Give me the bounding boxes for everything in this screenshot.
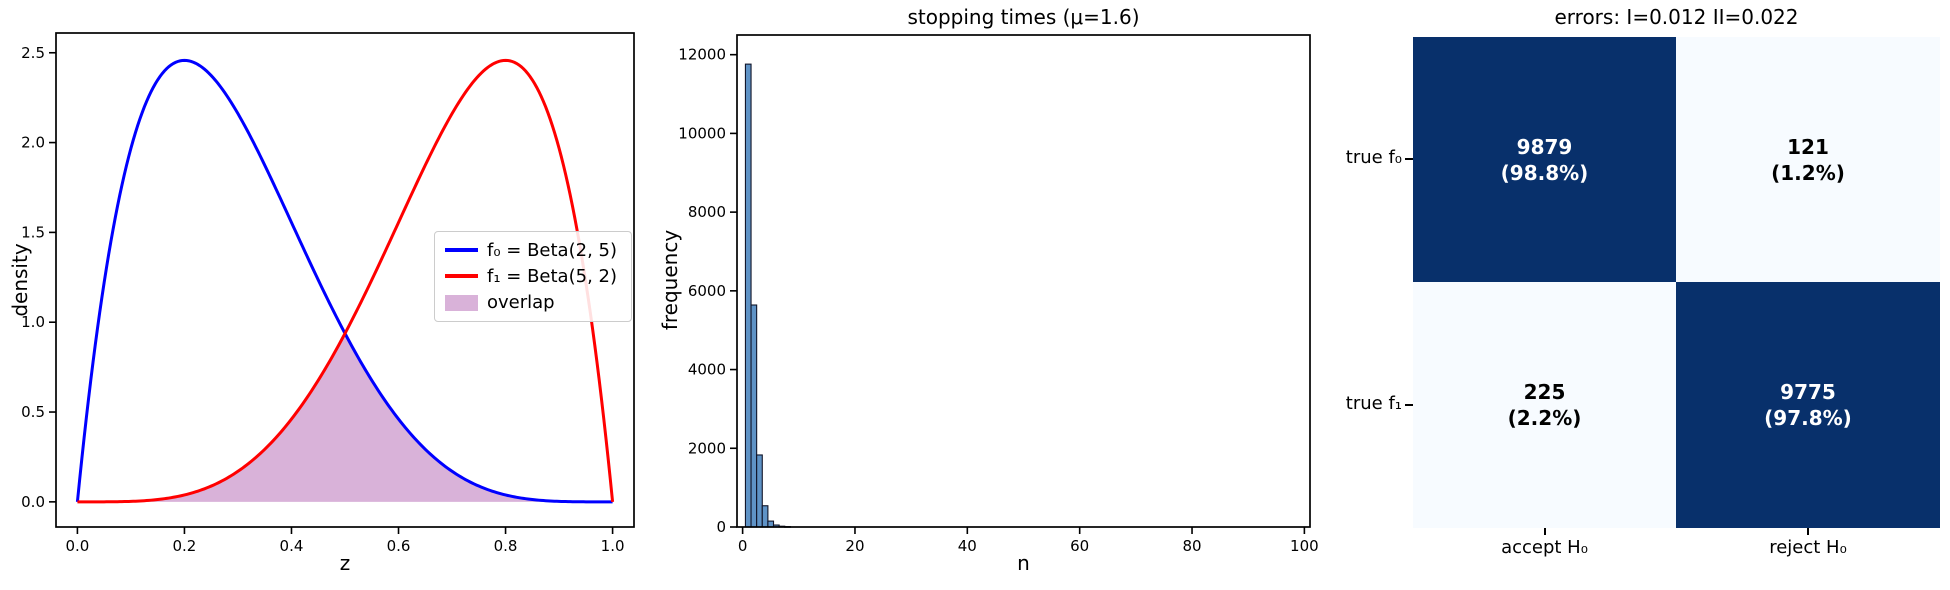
cell-percent: (97.8%) [1764, 406, 1852, 430]
legend-entry-overlap: overlap [445, 292, 621, 313]
axes-frame [736, 34, 1311, 528]
stopping-times-histogram: 0 20 40 60 80 100 0 2000 4000 6000 8000 10000 12000 [678, 34, 1319, 555]
x-tick-label: 0.2 [173, 537, 197, 555]
f0-line-swatch [445, 248, 478, 253]
histogram-bar [756, 454, 763, 528]
x-tick-label: 0 [738, 537, 748, 555]
x-tick-label: 40 [958, 537, 977, 555]
chart-title: stopping times (μ=1.6) [907, 5, 1140, 29]
cell-count: 225 [1523, 380, 1566, 404]
col-label-accept-h0: accept H₀ [1501, 537, 1588, 558]
legend-label-overlap: overlap [487, 292, 555, 314]
cell-percent: (2.2%) [1507, 406, 1582, 430]
matrix-cell-true-f0-reject: 121 (1.2%) [1676, 37, 1940, 282]
y-tick-label: 2.5 [21, 44, 45, 62]
legend-entry-f0: f₀ = Beta(2, 5) [445, 240, 621, 261]
x-tick-label: 0.6 [387, 537, 411, 555]
row-tick-mark [1405, 158, 1413, 160]
y-axis-label: frequency [658, 229, 682, 331]
histogram-bar [767, 520, 775, 528]
x-tick-label: 1.0 [601, 537, 625, 555]
matrix-cell-true-f1-accept: 225 (2.2%) [1413, 282, 1676, 528]
f1-line-swatch [445, 274, 478, 279]
histogram-bar [761, 505, 769, 528]
y-tick-label: 0.0 [21, 493, 45, 511]
overlap-area [77, 333, 613, 502]
col-label-reject-h0: reject H₀ [1769, 537, 1847, 558]
y-axis-label: density [8, 243, 32, 317]
row-label-true-f1: true f₁ [1345, 393, 1402, 414]
x-tick-label: 100 [1290, 537, 1319, 555]
y-tick-label: 0 [716, 518, 726, 536]
f1-curve [77, 58, 615, 504]
cell-count: 9775 [1780, 380, 1836, 404]
x-tick-label: 20 [845, 537, 864, 555]
y-tick-label: 10000 [678, 124, 726, 142]
cell-count: 121 [1787, 134, 1829, 159]
y-tick-label: 12000 [678, 46, 726, 64]
legend-label-f0: f₀ = Beta(2, 5) [487, 239, 617, 261]
y-tick-label: 4000 [688, 361, 726, 379]
y-tick-label: 0.5 [21, 403, 45, 421]
beta-density-plot: 0.0 0.2 0.4 0.6 0.8 1.0 0.0 0.5 1.0 1.5 2.0 2.5 [21, 32, 635, 555]
y-tick-label: 1.5 [21, 223, 45, 241]
x-tick-label: 0.4 [280, 537, 304, 555]
x-tick-label: 60 [1070, 537, 1089, 555]
confusion-matrix-panel: errors: I=0.012 II=0.022 9879 (98.8%) 12… [1330, 0, 1950, 590]
stopping-times-panel: stopping times (μ=1.6) 0 20 40 60 80 100 0 2000… [650, 0, 1330, 590]
row-tick-mark [1405, 404, 1413, 406]
overlap-patch-swatch [445, 294, 478, 311]
y-tick-label: 2000 [688, 439, 726, 457]
histogram-bar [750, 304, 758, 528]
legend: f₀ = Beta(2, 5) f₁ = Beta(5, 2) overlap [434, 231, 632, 322]
x-tick-label: 80 [1182, 537, 1201, 555]
histogram-bar [744, 63, 752, 528]
axes-frame [55, 32, 635, 528]
y-tick-label: 1.0 [21, 313, 45, 331]
legend-entry-f1: f₁ = Beta(5, 2) [445, 266, 621, 287]
y-tick-label: 8000 [688, 203, 726, 221]
cell-percent: (1.2%) [1771, 160, 1845, 185]
x-tick-label: 0.8 [494, 537, 518, 555]
matrix-cell-true-f1-reject: 9775 (97.8%) [1676, 282, 1940, 528]
col-tick-mark [1544, 528, 1546, 535]
y-tick-label: 2.0 [21, 134, 45, 152]
matrix-cell-true-f0-accept: 9879 (98.8%) [1413, 37, 1676, 282]
legend-label-f1: f₁ = Beta(5, 2) [487, 265, 617, 287]
row-label-true-f0: true f₀ [1345, 147, 1402, 168]
chart-title: errors: I=0.012 II=0.022 [1554, 5, 1799, 29]
cell-percent: (98.8%) [1500, 160, 1589, 185]
x-axis-label: z [339, 551, 351, 575]
x-tick-label: 0.0 [65, 537, 89, 555]
col-tick-mark [1807, 528, 1809, 535]
x-axis-label: n [1017, 551, 1030, 575]
cell-count: 9879 [1516, 134, 1573, 159]
y-tick-label: 6000 [688, 282, 726, 300]
beta-density-panel: 0.0 0.2 0.4 0.6 0.8 1.0 0.0 0.5 1.0 1.5 2.0 2.5 den… [0, 0, 650, 590]
